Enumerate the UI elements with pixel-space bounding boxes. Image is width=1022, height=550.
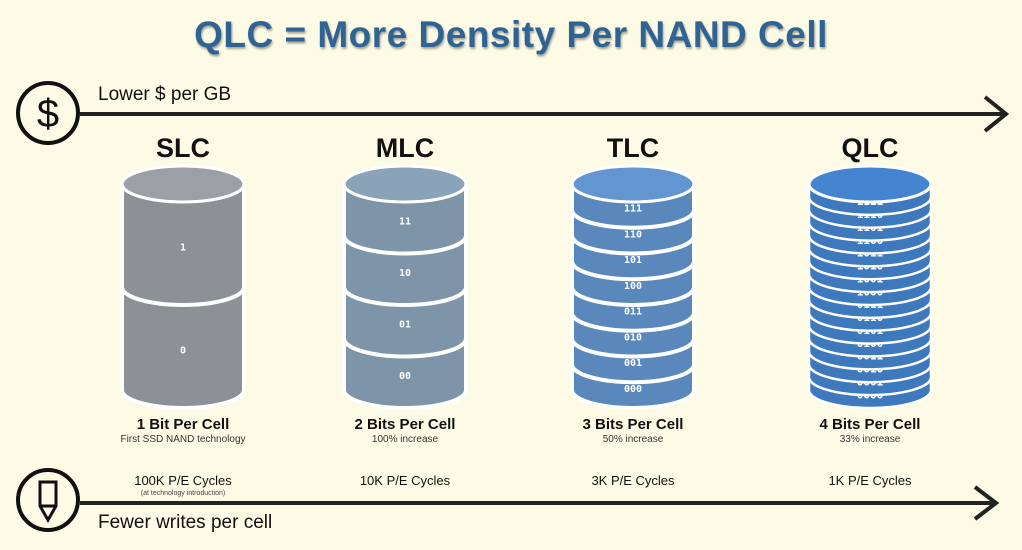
bit-value: 00	[399, 371, 411, 382]
bit-value: 111	[624, 204, 642, 215]
bits-per-cell-label: 4 Bits Per Cell	[819, 416, 921, 433]
bit-value: 101	[624, 255, 642, 266]
bottom-axis-label: Fewer writes per cell	[98, 512, 273, 533]
bit-value: 1	[180, 242, 186, 253]
cell-type-label: QLC	[841, 133, 899, 163]
dollar-icon: $	[16, 81, 80, 145]
cylinder-slc: 01	[120, 164, 246, 410]
bottom-arrow	[80, 485, 1000, 521]
bits-per-cell-label: 2 Bits Per Cell	[354, 416, 456, 433]
cell-segment	[342, 182, 468, 256]
cylinder-top	[807, 164, 933, 204]
cylinder-top	[342, 164, 468, 204]
density-increase-label: 50% increase	[602, 434, 664, 445]
pe-cycles-label: 10K P/E Cycles	[359, 473, 451, 488]
pe-cycles-note: (at technology introduction)	[140, 490, 226, 497]
cell-type-label: MLC	[375, 133, 435, 163]
cylinder-mlc: 00 01 10 11	[342, 164, 468, 410]
bit-value: 0	[180, 345, 186, 356]
bit-value: 011	[624, 307, 642, 318]
top-axis-label: Lower $ per GB	[98, 84, 232, 105]
cell-type-label: SLC	[156, 133, 210, 163]
bit-value: 01	[399, 320, 411, 331]
pe-cycles-label: 1K P/E Cycles	[828, 473, 912, 488]
bit-value: 000	[624, 384, 642, 395]
page-title: QLC = More Density Per NAND Cell	[194, 14, 828, 55]
cell-type-label: TLC	[606, 133, 660, 163]
bit-value: 100	[624, 281, 642, 292]
density-increase-label: First SSD NAND technology	[120, 434, 246, 445]
density-increase-label: 100% increase	[371, 434, 439, 445]
cell-segment	[120, 182, 246, 307]
bits-per-cell-label: 1 Bit Per Cell	[136, 416, 230, 433]
pe-cycles-label: 3K P/E Cycles	[591, 473, 675, 488]
bit-value: 110	[624, 229, 642, 240]
bit-value: 001	[624, 358, 642, 369]
cell-segment	[120, 285, 246, 410]
bits-per-cell-label: 3 Bits Per Cell	[582, 416, 684, 433]
cylinder-tlc: 000 001 010 011 100 101 110 111	[570, 164, 696, 410]
bit-value: 10	[399, 268, 411, 279]
cylinder-top	[570, 164, 696, 204]
pencil-icon	[16, 468, 80, 532]
density-increase-label: 33% increase	[839, 434, 901, 445]
bit-value: 11	[399, 217, 411, 228]
cylinder-top	[120, 164, 246, 204]
bit-value: 010	[624, 332, 642, 343]
pe-cycles-label: 100K P/E Cycles	[134, 473, 232, 488]
svg-text:$: $	[37, 92, 59, 136]
cylinder-qlc: 0000000100100011010001010110011110001001…	[807, 164, 933, 410]
top-arrow	[80, 95, 1010, 133]
